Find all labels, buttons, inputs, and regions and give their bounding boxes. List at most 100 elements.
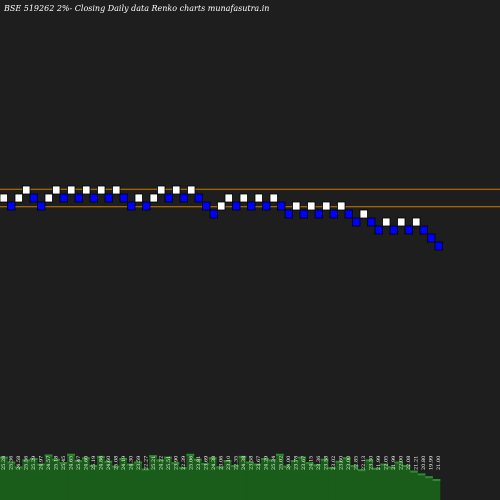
volume-bar <box>89 465 98 500</box>
down-brick <box>344 209 353 219</box>
price-label: 22.85 <box>354 456 360 470</box>
down-brick <box>59 193 68 203</box>
volume-area <box>0 453 441 500</box>
volume-bar-top <box>313 464 321 467</box>
volume-bar-top <box>208 457 217 460</box>
price-label: 23.30 <box>369 456 375 470</box>
volume-bar-top <box>44 454 53 457</box>
volume-bar-top <box>223 460 232 463</box>
price-label: 23.67 <box>256 456 262 470</box>
up-brick <box>67 185 76 195</box>
volume-bar <box>59 462 68 500</box>
volume-bar-top <box>111 465 120 468</box>
price-label: 23.10 <box>226 456 232 470</box>
volume-bar <box>246 461 254 500</box>
price-label: 23.60 <box>339 456 345 470</box>
down-brick <box>127 201 136 211</box>
price-label: 24.38 <box>241 456 247 470</box>
volume-bar-top <box>432 479 441 481</box>
volume-bar-top <box>253 463 262 466</box>
volume-bar <box>0 456 8 500</box>
volume-bar-top <box>0 456 8 459</box>
price-label: 25.29 <box>31 456 37 470</box>
volume-bar-top <box>335 460 344 463</box>
volume-bar-top <box>283 465 292 468</box>
price-label: 25.06 <box>189 456 195 470</box>
volume-bar-top <box>141 468 150 471</box>
volume-bar-top <box>290 460 299 463</box>
volume-bar <box>193 458 202 500</box>
price-label: 23.67 <box>301 456 307 470</box>
volume-bar-top <box>328 467 336 470</box>
price-label: 24.86 <box>99 456 105 470</box>
price-label: 23.81 <box>196 456 202 470</box>
down-brick <box>262 201 271 211</box>
price-label: 25.51 <box>166 456 172 470</box>
price-label: 22.13 <box>361 456 367 470</box>
volume-bar-top <box>52 458 60 461</box>
down-brick <box>284 209 293 219</box>
down-brick <box>164 193 173 203</box>
up-brick <box>337 201 346 211</box>
up-brick <box>412 217 421 227</box>
down-brick <box>89 193 98 203</box>
price-label: 25.45 <box>61 456 67 470</box>
volume-bar-top <box>261 458 269 460</box>
volume-bar <box>126 463 135 500</box>
volume-bar-top <box>22 459 31 462</box>
down-brick <box>427 233 436 243</box>
up-brick <box>239 193 248 203</box>
down-brick <box>194 193 203 203</box>
renko-bricks <box>0 185 443 251</box>
volume-bar-top <box>89 465 98 467</box>
volume-bar-top <box>126 463 135 466</box>
price-label: 23.02 <box>331 456 337 470</box>
volume-bar-top <box>7 461 16 464</box>
volume-bar <box>111 465 120 500</box>
volume-bar-top <box>425 476 433 479</box>
volume-bar-top <box>305 462 314 465</box>
down-brick <box>209 209 218 219</box>
volume-bar <box>7 461 16 500</box>
price-label: 23.36 <box>316 456 322 470</box>
down-brick <box>367 217 376 227</box>
price-label: 25.21 <box>151 456 157 470</box>
up-brick <box>322 201 331 211</box>
volume-bar <box>156 459 165 500</box>
volume-bar-top <box>387 466 396 469</box>
up-brick <box>269 193 278 203</box>
volume-bar <box>298 456 307 500</box>
price-label: 23.58 <box>324 456 330 470</box>
price-label: 21.21 <box>414 456 420 470</box>
volume-bar <box>283 465 292 500</box>
price-label: 24.97 <box>39 456 45 470</box>
volume-bar <box>52 458 60 500</box>
price-label: 24.30 <box>129 456 135 470</box>
price-label: 24.19 <box>121 456 127 470</box>
price-label: 25.08 <box>114 456 120 470</box>
up-brick <box>307 201 316 211</box>
price-label: 22.39 <box>181 456 187 470</box>
volume-bar-top <box>410 470 418 473</box>
up-brick <box>292 201 301 211</box>
down-brick <box>179 193 188 203</box>
volume-bar <box>372 467 381 500</box>
volume-bar-top <box>119 458 128 460</box>
volume-bar <box>104 460 113 500</box>
volume-bar <box>186 453 195 500</box>
volume-bar-top <box>29 458 38 460</box>
price-label: 24.57 <box>46 456 52 470</box>
down-brick <box>404 225 413 235</box>
price-label: 23.00 <box>346 456 352 470</box>
volume-bar-top <box>246 461 254 464</box>
down-brick <box>299 209 308 219</box>
price-label: 24.00 <box>286 456 292 470</box>
price-label: 22.00 <box>399 456 405 470</box>
down-brick <box>29 193 38 203</box>
volume-bar <box>395 461 404 500</box>
volume-bar <box>22 459 31 500</box>
down-brick <box>389 225 398 235</box>
price-label: 22.27 <box>144 456 150 470</box>
down-brick <box>277 201 286 211</box>
